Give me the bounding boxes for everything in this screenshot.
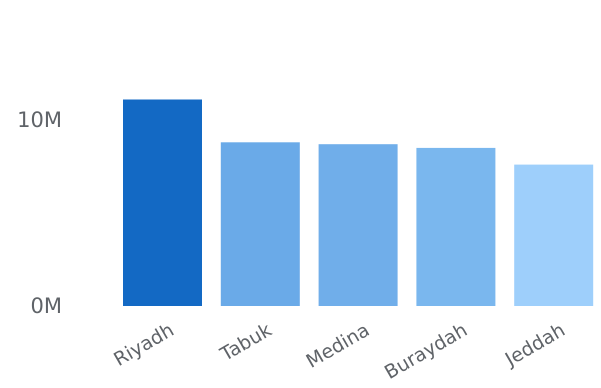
bar-medina[interactable] xyxy=(318,144,398,306)
x-category-label: Tabuk xyxy=(216,319,276,366)
x-category-label: Riyadh xyxy=(110,319,178,371)
y-tick-label: 10M xyxy=(17,108,62,132)
x-category-label: Jeddah xyxy=(501,319,569,371)
x-axis-labels: Riyadh Tabuk Medina Buraydah Jeddah xyxy=(110,319,569,384)
bar-riyadh[interactable] xyxy=(123,99,202,307)
x-category-label: Medina xyxy=(303,319,374,373)
y-tick-label: 0M xyxy=(31,294,62,318)
x-category-label: Buraydah xyxy=(381,319,471,384)
bar-buraydah[interactable] xyxy=(416,147,496,306)
bar-tabuk[interactable] xyxy=(220,142,300,306)
y-axis-ticks: 0M 10M xyxy=(17,108,62,318)
bar-jeddah[interactable] xyxy=(514,164,594,306)
bars-group xyxy=(123,99,594,307)
